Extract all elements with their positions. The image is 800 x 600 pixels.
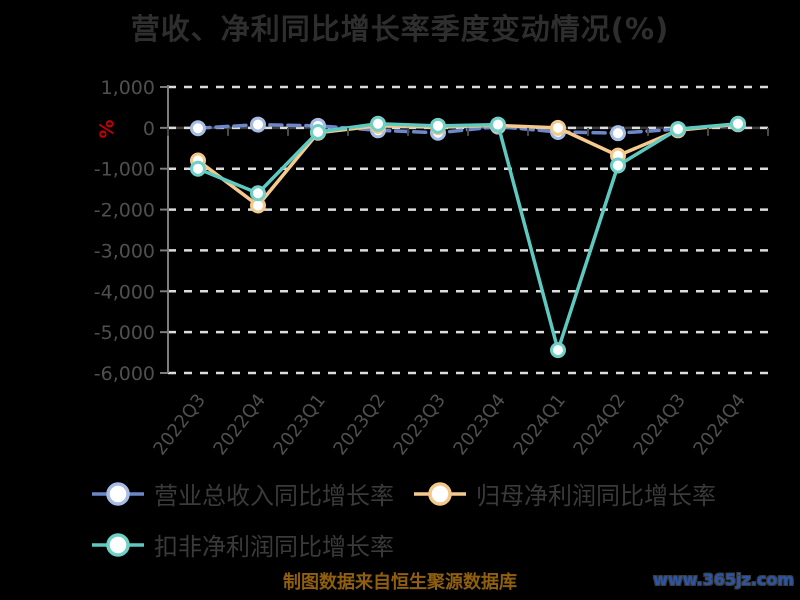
legend-item-net-profit-growth[interactable]: 归母净利润同比增长率	[414, 476, 716, 511]
y-axis-label: -3,000	[94, 240, 155, 262]
data-point[interactable]	[610, 125, 626, 142]
data-point[interactable]	[610, 157, 626, 174]
watermark-link[interactable]: www.365jz.com	[653, 570, 794, 589]
x-axis-label: 2022Q4	[209, 390, 270, 459]
y-axis-label: -1,000	[94, 159, 155, 181]
data-point[interactable]	[670, 121, 686, 138]
legend-row-2: 扣非净利润同比增长率	[92, 527, 752, 562]
legend-circle-net-profit	[428, 481, 452, 506]
data-point[interactable]	[190, 160, 206, 177]
legend-marker-net-profit-icon	[414, 481, 466, 506]
x-axis-label: 2023Q1	[269, 390, 330, 459]
legend-row-1: 营业总收入同比增长率 归母净利润同比增长率	[92, 476, 752, 511]
data-point[interactable]	[250, 116, 266, 133]
legend-label-revenue-growth: 营业总收入同比增长率	[154, 482, 394, 510]
x-axis-label: 2023Q4	[449, 390, 510, 459]
legend-item-non-gaap-profit-growth[interactable]: 扣非净利润同比增长率	[92, 527, 394, 562]
y-axis-label: -4,000	[94, 281, 155, 303]
page-title: 营收、净利同比增长率季度变动情况(%)	[130, 12, 670, 46]
data-point[interactable]	[370, 115, 386, 132]
y-axis-label: -2,000	[94, 200, 155, 222]
x-axis-label: 2022Q3	[149, 390, 210, 459]
y-axis-label: 0	[143, 118, 155, 140]
legend-label-net-profit-growth: 归母净利润同比增长率	[476, 482, 716, 510]
legend-circle-revenue	[106, 481, 130, 506]
y-axis-label: -6,000	[94, 363, 155, 385]
data-point[interactable]	[490, 116, 506, 133]
series-line-1	[196, 122, 740, 208]
data-point[interactable]	[250, 185, 266, 202]
series-line-2	[196, 122, 740, 352]
legend-item-revenue-growth[interactable]: 营业总收入同比增长率	[92, 476, 394, 511]
data-point[interactable]	[730, 115, 746, 132]
data-point[interactable]	[310, 123, 326, 140]
y-axis-label: -5,000	[94, 322, 155, 344]
y-axis-label: 1,000	[101, 77, 155, 99]
data-source-note: 制图数据来自恒生聚源数据库	[283, 572, 517, 593]
x-axis-label: 2024Q2	[569, 390, 630, 459]
data-point[interactable]	[550, 342, 566, 359]
x-axis-label: 2024Q3	[629, 390, 690, 459]
x-axis-label: 2024Q1	[509, 390, 570, 459]
data-point[interactable]	[190, 120, 206, 137]
data-point[interactable]	[550, 119, 566, 136]
legend-label-non-gaap-profit-growth: 扣非净利润同比增长率	[154, 533, 394, 561]
legend: 营业总收入同比增长率 归母净利润同比增长率 扣非净利润同比增长率	[92, 476, 752, 578]
x-axis-label: 2023Q3	[389, 390, 450, 459]
legend-marker-non-gaap-icon	[92, 532, 144, 557]
x-axis-label: 2024Q4	[689, 390, 750, 459]
x-axis-label: 2023Q2	[329, 390, 390, 459]
data-point[interactable]	[430, 117, 446, 134]
legend-circle-non-gaap	[106, 532, 130, 557]
legend-marker-revenue-icon	[92, 481, 144, 506]
